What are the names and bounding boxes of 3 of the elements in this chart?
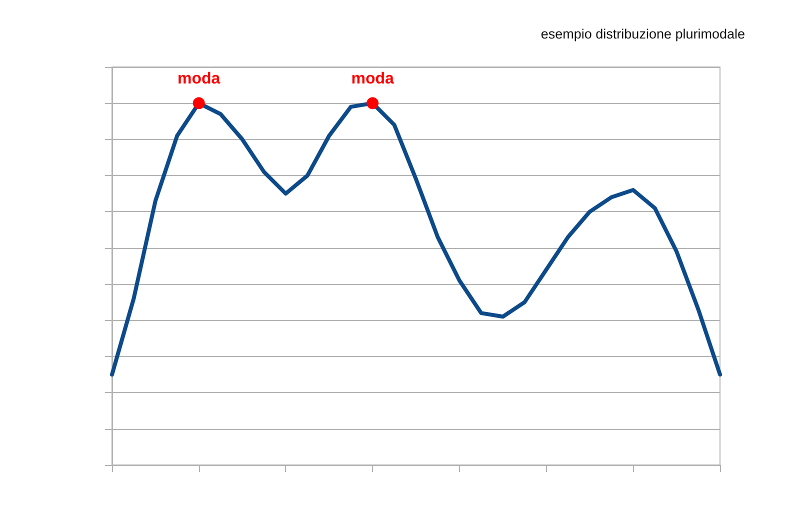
text: moda — [351, 70, 394, 88]
chart-title: esempio distribuzione plurimodale — [540, 26, 745, 42]
text: moda — [178, 70, 220, 88]
